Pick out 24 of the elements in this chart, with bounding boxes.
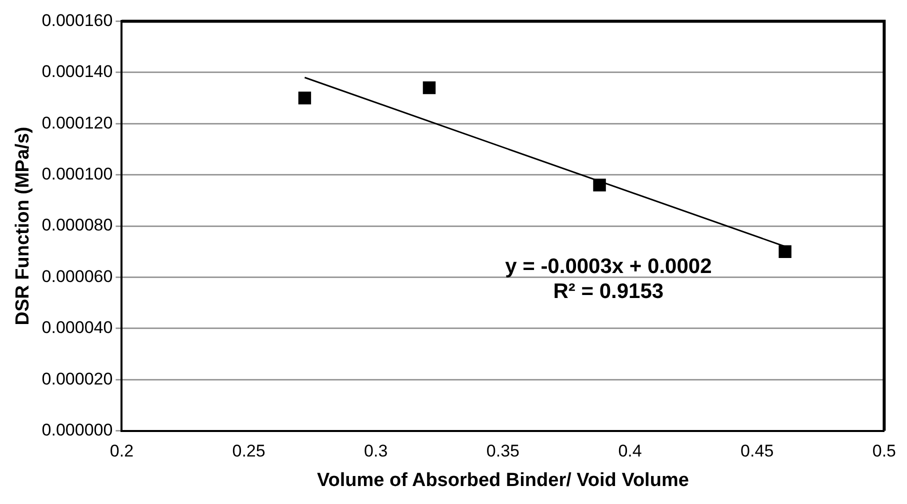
x-tick-label: 0.3 xyxy=(364,442,388,461)
point xyxy=(298,92,312,104)
x-tick-label: 0.25 xyxy=(232,442,266,461)
x-tick-label: 0.4 xyxy=(618,442,642,461)
y-tick-label: 0.000000 xyxy=(42,420,113,440)
point xyxy=(422,81,436,94)
x-axis-title: Volume of Absorbed Binder/ Void Volume xyxy=(316,470,689,491)
y-axis-title: DSR Function (MPa/s) xyxy=(12,126,34,326)
x-tick-label: 0.45 xyxy=(740,442,774,461)
x-tick-label: 0.2 xyxy=(110,442,134,461)
y-tick-label: 0.000140 xyxy=(42,62,113,82)
y-tick-label: 0.000100 xyxy=(42,164,113,184)
y-tick-label: 0.000040 xyxy=(42,318,113,338)
y-tick-label: 0.000120 xyxy=(42,113,113,132)
y-tick-label: 0.000020 xyxy=(42,369,113,388)
point xyxy=(778,245,792,258)
x-tick-label: 0.35 xyxy=(486,442,520,461)
x-tick-label: 0.5 xyxy=(872,442,896,461)
annotation: R² = 0.9153 xyxy=(553,280,664,303)
y-tick-label: 0.000060 xyxy=(42,266,113,286)
annotation: y = -0.0003x + 0.0002 xyxy=(505,254,712,278)
y-tick-label: 0.000160 xyxy=(42,10,113,30)
y-tick-label: 0.000080 xyxy=(42,216,113,235)
point xyxy=(593,178,606,192)
